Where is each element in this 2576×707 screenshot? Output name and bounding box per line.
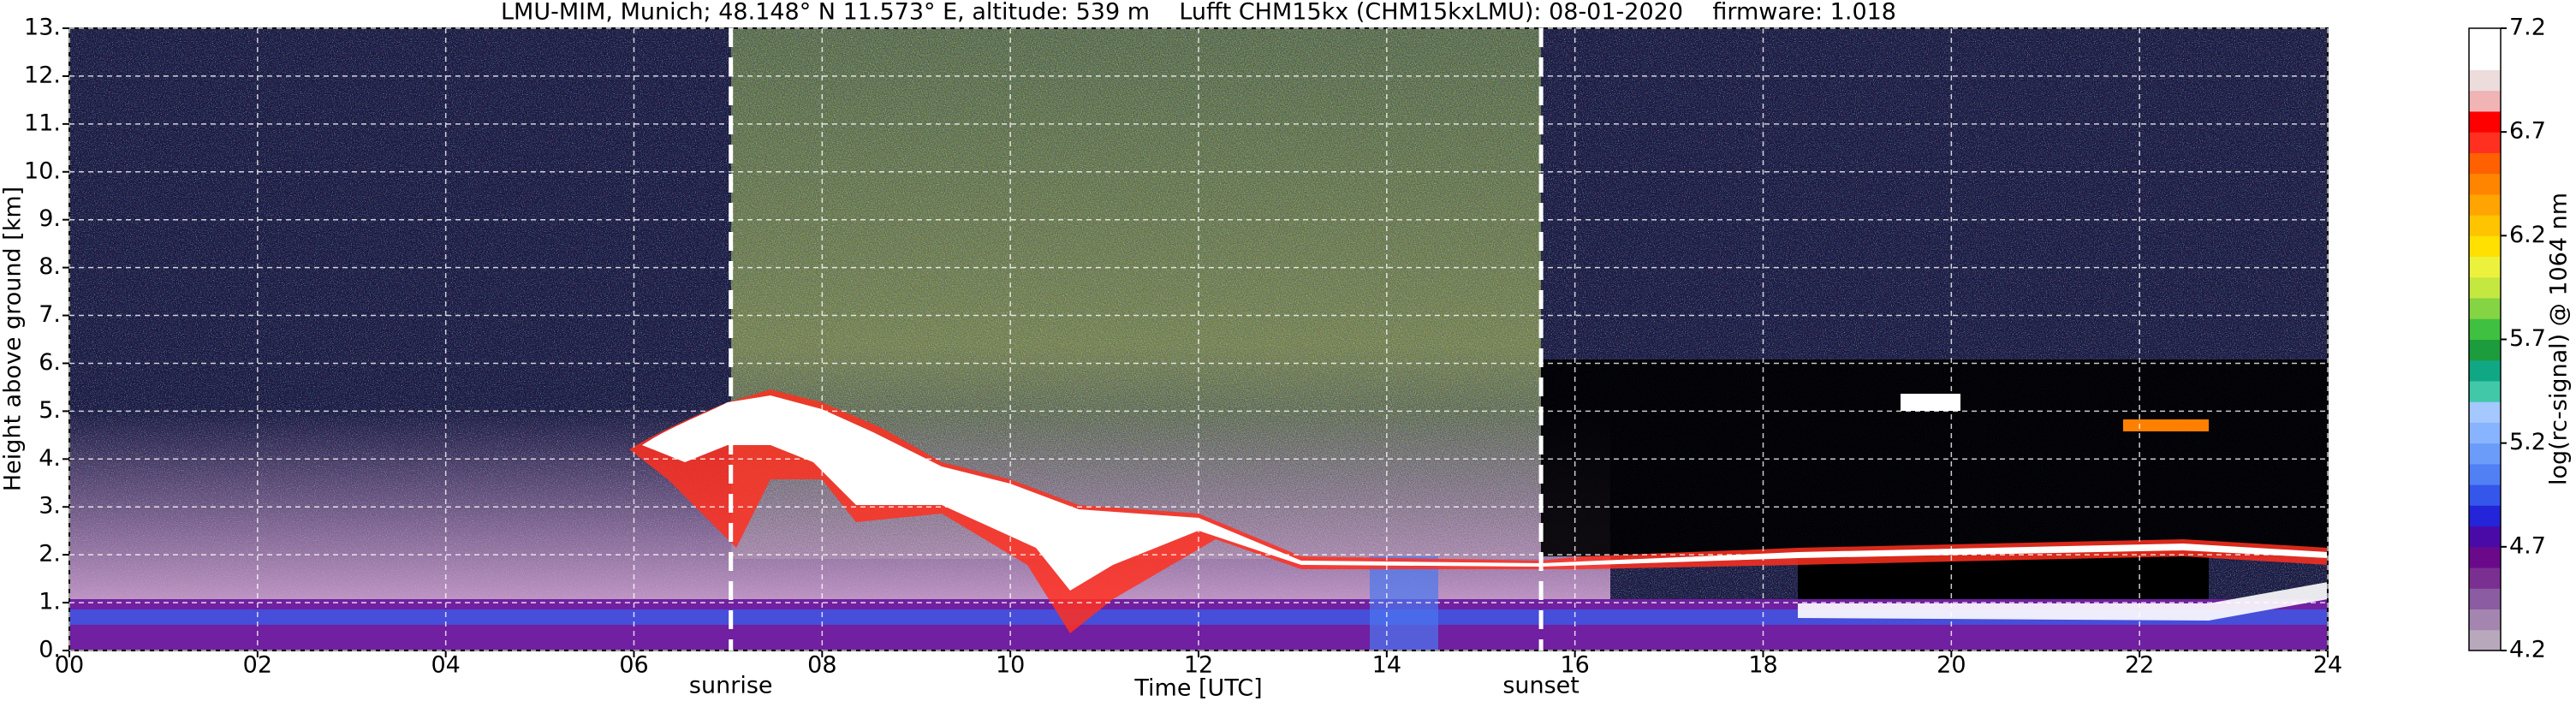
y-tick-label: 0. xyxy=(39,637,61,663)
colorbar-bin xyxy=(2469,609,2501,631)
annotation-label: sunset xyxy=(1502,673,1580,699)
low-cloud xyxy=(1798,582,2328,621)
colorbar-bin xyxy=(2469,359,2501,382)
y-tick-label: 1. xyxy=(39,589,61,615)
colorbar-bin xyxy=(2469,629,2501,651)
colorbar-tick-label: 5.2 xyxy=(2509,429,2546,455)
y-tick-label: 6. xyxy=(39,349,61,376)
colorbar-bin xyxy=(2469,298,2501,319)
colorbar-bin xyxy=(2469,152,2501,175)
colorbar-tick-label: 6.7 xyxy=(2509,118,2546,145)
x-tick-label: 04 xyxy=(431,652,460,679)
x-tick-label: 06 xyxy=(619,652,648,679)
colorbar-bin xyxy=(2469,173,2501,195)
colorbar-tick-label: 7.2 xyxy=(2509,15,2546,41)
colorbar-bin xyxy=(2469,422,2501,444)
colorbar-bin xyxy=(2469,235,2501,258)
colorbar-tick-label: 5.7 xyxy=(2509,325,2546,352)
axes: 00 02 04 06 08 10 12 14 16 18 20 22 24 0. 1. 2. 3. 4. 5. 6.… xyxy=(24,15,2546,699)
x-axis-label: Time [UTC] xyxy=(1133,675,1262,702)
x-tick-label: 22 xyxy=(2125,652,2154,679)
colorbar-bin xyxy=(2469,110,2501,133)
colorbar-bin xyxy=(2469,588,2501,610)
colorbar-bin xyxy=(2469,28,2501,50)
colorbar-bin xyxy=(2469,567,2501,589)
colorbar-bin xyxy=(2469,256,2501,278)
cloud-patch xyxy=(1901,394,1960,411)
colorbar-bin xyxy=(2469,526,2501,548)
y-axis-label: Height above ground [km] xyxy=(0,187,27,491)
y-tick-label: 7. xyxy=(39,301,61,328)
colorbar-bin xyxy=(2469,546,2501,568)
colorbar-tick-label: 6.2 xyxy=(2509,222,2546,248)
colorbar-bin xyxy=(2469,339,2501,361)
x-tick-label: 20 xyxy=(1936,652,1966,679)
cloud-edge xyxy=(629,389,2328,633)
colorbar-bin xyxy=(2469,380,2501,402)
colorbar-tick-label: 4.7 xyxy=(2509,532,2546,559)
colorbar-bin xyxy=(2469,69,2501,92)
y-tick-label: 5. xyxy=(39,397,61,424)
colorbar-bin xyxy=(2469,505,2501,527)
colorbar-bin xyxy=(2469,90,2501,112)
x-tick-label: 02 xyxy=(243,652,272,679)
x-tick-label: 24 xyxy=(2313,652,2342,679)
y-tick-label: 4. xyxy=(39,445,61,472)
colorbar-bin xyxy=(2469,193,2501,216)
y-tick-label: 9. xyxy=(39,205,61,232)
colorbar-bin xyxy=(2469,318,2501,340)
rain-streak xyxy=(1370,556,1438,651)
x-tick-label: 10 xyxy=(996,652,1025,679)
y-tick-label: 3. xyxy=(39,493,61,520)
colorbar-bin xyxy=(2469,463,2501,485)
colorbar-tick-label: 4.2 xyxy=(2509,637,2546,663)
colorbar-label: log(rc-signal) @ 1064 nm xyxy=(2546,193,2573,485)
x-tick-label: 16 xyxy=(1560,652,1589,679)
annotation-label: sunrise xyxy=(689,673,773,699)
y-tick-label: 11. xyxy=(24,110,61,136)
x-tick-label: 14 xyxy=(1372,652,1401,679)
colorbar-bin xyxy=(2469,276,2501,299)
y-tick-label: 2. xyxy=(39,541,61,567)
colorbar-bin xyxy=(2469,49,2501,70)
colorbar-bin xyxy=(2469,401,2501,423)
colorbar-bin xyxy=(2469,215,2501,236)
x-tick-label: 08 xyxy=(807,652,836,679)
colorbar-bin xyxy=(2469,484,2501,506)
x-tick-label: 12 xyxy=(1184,652,1213,679)
y-tick-label: 10. xyxy=(24,157,61,184)
chart-title: LMU-MIM, Munich; 48.148° N 11.573° E, al… xyxy=(501,0,1896,26)
y-tick-label: 12. xyxy=(24,62,61,88)
x-tick-label: 18 xyxy=(1748,652,1777,679)
x-tick-label: 00 xyxy=(55,652,84,679)
cloud-core xyxy=(642,395,2328,591)
no-signal xyxy=(1541,359,2328,556)
colorbar-bin xyxy=(2469,132,2501,153)
y-tick-label: 8. xyxy=(39,253,61,280)
cloud-patch xyxy=(2123,419,2209,431)
colorbar-bin xyxy=(2469,443,2501,465)
y-tick-label: 13. xyxy=(24,15,61,41)
